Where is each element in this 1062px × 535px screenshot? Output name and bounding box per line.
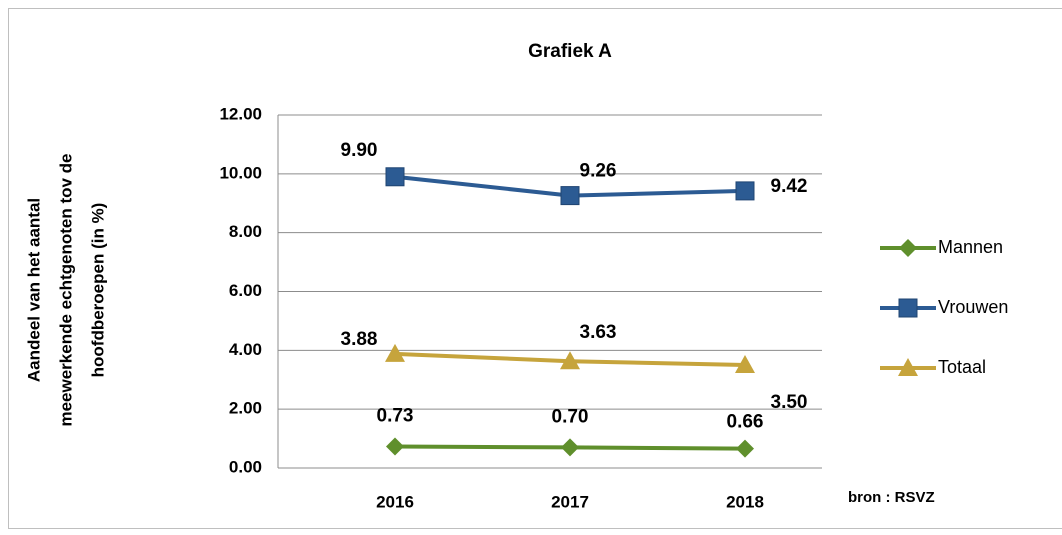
- data-point: [560, 351, 580, 370]
- data-label: 3.63: [580, 322, 617, 343]
- data-label: 9.42: [771, 176, 808, 197]
- y-axis-title-line: meewerkende echtgenoten tov de: [56, 153, 75, 426]
- data-point: [386, 437, 404, 456]
- legend-marker: [898, 298, 918, 318]
- legend-marker: [898, 358, 918, 376]
- y-tick-label: 6.00: [229, 281, 262, 300]
- legend-label: Vrouwen: [938, 297, 1008, 317]
- data-label: 9.26: [580, 161, 617, 182]
- data-point: [736, 439, 754, 458]
- chart-frame: [8, 8, 1062, 529]
- data-point: [385, 167, 405, 187]
- x-tick-label: 2016: [376, 492, 414, 511]
- data-label: 3.88: [341, 329, 378, 350]
- y-tick-label: 12.00: [219, 104, 262, 123]
- data-point: [385, 343, 405, 362]
- data-label: 3.50: [771, 392, 808, 413]
- data-point: [735, 355, 755, 374]
- y-tick-label: 4.00: [229, 340, 262, 359]
- data-point: [561, 438, 579, 457]
- data-label: 9.90: [341, 140, 378, 161]
- y-axis-title: Aandeel van het aantal meewerkende echtg…: [24, 153, 107, 426]
- y-tick-label: 8.00: [229, 222, 262, 241]
- y-axis-title-line: hoofdberoepen (in %): [88, 203, 107, 378]
- data-label: 0.70: [552, 406, 589, 427]
- data-point: [560, 186, 580, 206]
- x-tick-label: 2017: [551, 492, 589, 511]
- y-tick-label: 2.00: [229, 399, 262, 418]
- y-tick-label: 0.00: [229, 457, 262, 476]
- data-label: 0.66: [727, 412, 764, 433]
- data-point: [735, 181, 755, 201]
- source-note: bron : RSVZ: [848, 489, 935, 506]
- chart-title: Grafiek A: [528, 41, 612, 62]
- y-axis-title-line: Aandeel van het aantal: [24, 198, 43, 382]
- legend-label: Mannen: [938, 237, 1003, 257]
- legend-label: Totaal: [938, 357, 986, 377]
- x-tick-label: 2018: [726, 492, 764, 511]
- y-tick-label: 10.00: [219, 163, 262, 182]
- data-label: 0.73: [377, 406, 414, 427]
- legend-marker: [899, 239, 917, 257]
